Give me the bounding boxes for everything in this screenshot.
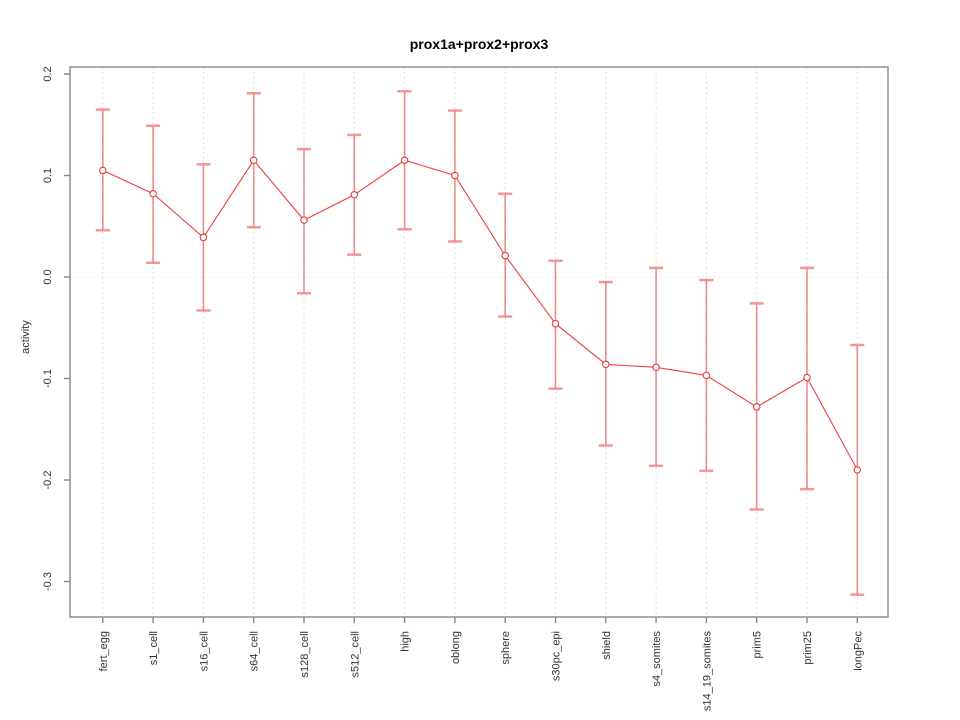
y-tick-label: -0.2 [42,471,54,490]
data-point [652,363,660,372]
data-point [99,166,107,175]
x-tick-label: fert_egg [98,631,110,671]
x-tick-label: s1_cell [148,631,160,665]
data-point [400,156,409,165]
data-point [752,403,761,411]
x-tick-label: s14_19_somites [701,631,713,712]
data-point [350,191,359,199]
data-point [602,360,610,369]
series-line [102,159,858,471]
data-point [149,190,157,198]
y-axis-label: activity [20,320,32,354]
data-point [702,371,711,380]
data-point [249,156,258,165]
data-point [853,466,862,474]
y-tick-label: 0.2 [42,66,54,81]
plot-box [69,66,889,618]
x-tick-label: s16_cell [198,631,210,671]
data-point [451,171,459,180]
x-tick-label: high [400,631,412,652]
x-tick-label: s30pc_epi [551,631,563,681]
data-point [501,251,509,260]
x-tick-label: prim25 [802,631,814,665]
y-tick-label: -0.1 [42,369,54,388]
x-tick-label: s64_cell [249,631,261,671]
x-tick-label: longPec [852,631,864,671]
x-tick-label: s4_somites [651,631,663,687]
x-tick-label: shield [601,631,613,660]
y-tick-label: -0.3 [42,572,54,591]
x-tick-label: s128_cell [299,631,311,677]
data-point [551,319,560,328]
data-point [300,216,308,224]
y-tick-label: 0.1 [42,168,54,183]
data-point [803,373,811,382]
x-tick-label: s512_cell [349,631,361,677]
x-tick-label: oblong [450,631,462,664]
x-tick-label: sphere [500,631,512,665]
chart-title: prox1a+prox2+prox3 [409,36,549,52]
y-tick-label: 0.0 [42,269,54,284]
x-tick-label: prim5 [752,631,764,659]
data-point [199,233,208,242]
